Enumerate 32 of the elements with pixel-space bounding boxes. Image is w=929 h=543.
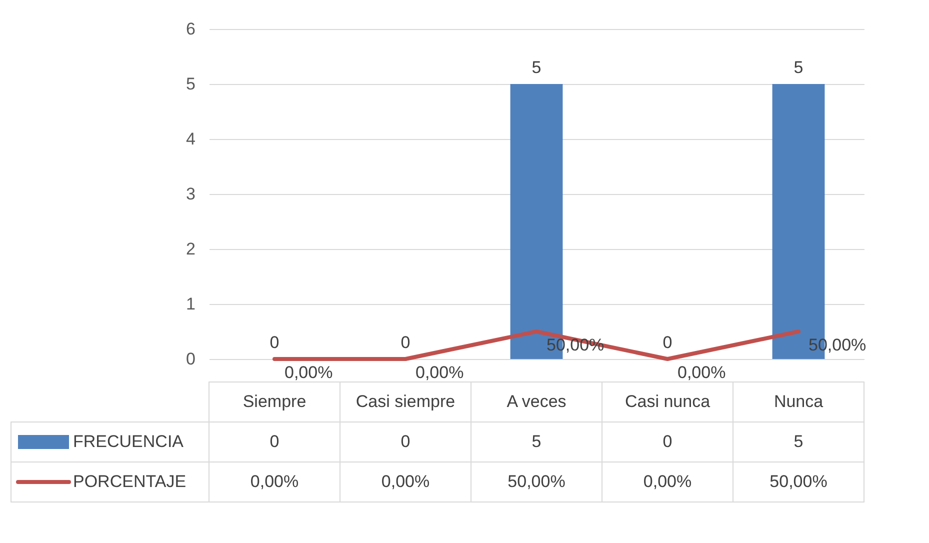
- text: 0: [400, 333, 410, 352]
- y-tick-label: 1: [186, 294, 196, 314]
- text: 5: [794, 58, 804, 77]
- y-tick-label: 2: [186, 240, 196, 258]
- data-label: 0,00%: [250, 472, 299, 491]
- x-tick-label: A veces: [506, 392, 566, 411]
- text: 0: [662, 333, 672, 352]
- y-tick-label: 3: [186, 184, 196, 204]
- data-label: 0: [400, 432, 410, 451]
- text: 0,00%: [416, 363, 464, 382]
- data-label: 0: [662, 432, 672, 451]
- y-tick-label: 5: [186, 74, 196, 94]
- x-tick-label: Nunca: [774, 392, 824, 411]
- text: 0,00%: [678, 363, 726, 382]
- data-label: 0: [270, 432, 280, 451]
- data-label: 5: [794, 432, 804, 451]
- x-tick-label: Casi nunca: [624, 392, 711, 411]
- legend-label: PORCENTAJE: [73, 472, 186, 491]
- y-tick-label: 6: [186, 20, 196, 38]
- data-label: 5: [532, 432, 542, 451]
- data-label: 0,00%: [381, 472, 430, 491]
- y-tick-label: 4: [186, 130, 196, 148]
- y-tick-label: 0: [186, 350, 196, 368]
- x-tick-label: Siempre: [242, 392, 306, 411]
- text: 0,00%: [284, 363, 333, 382]
- text: 5: [532, 58, 542, 77]
- data-label: 50,00%: [508, 472, 566, 491]
- legend-label: FRECUENCIA: [73, 432, 184, 451]
- text: 0: [270, 333, 280, 352]
- data-label: 0,00%: [643, 472, 692, 491]
- data-label: 50,00%: [770, 472, 828, 491]
- x-tick-label: Casi siempre: [356, 392, 456, 411]
